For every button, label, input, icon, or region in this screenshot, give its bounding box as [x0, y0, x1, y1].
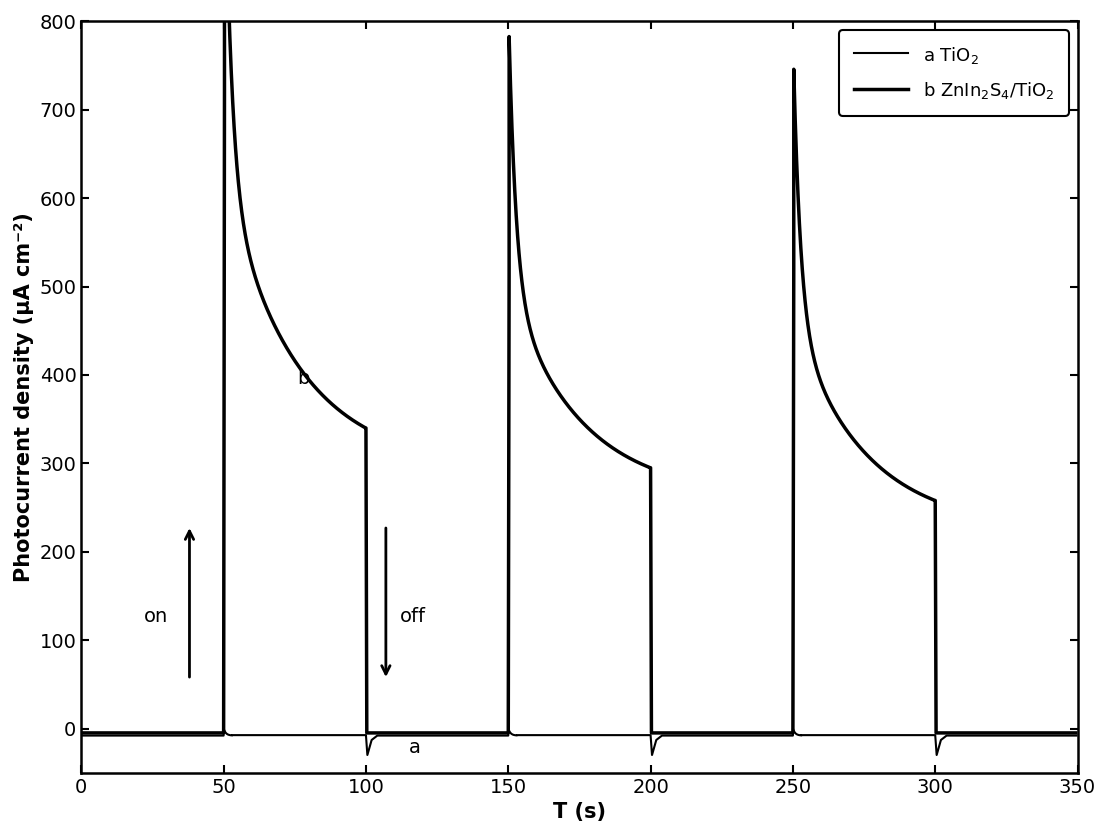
Text: off: off: [400, 608, 426, 626]
Y-axis label: Photocurrent density (μA cm⁻²): Photocurrent density (μA cm⁻²): [14, 212, 34, 582]
X-axis label: T (s): T (s): [553, 802, 606, 822]
Text: a: a: [408, 738, 421, 757]
Text: b: b: [297, 369, 310, 388]
Text: on: on: [144, 608, 169, 626]
Legend: a TiO$_2$, b ZnIn$_2$S$_4$/TiO$_2$: a TiO$_2$, b ZnIn$_2$S$_4$/TiO$_2$: [839, 30, 1069, 115]
